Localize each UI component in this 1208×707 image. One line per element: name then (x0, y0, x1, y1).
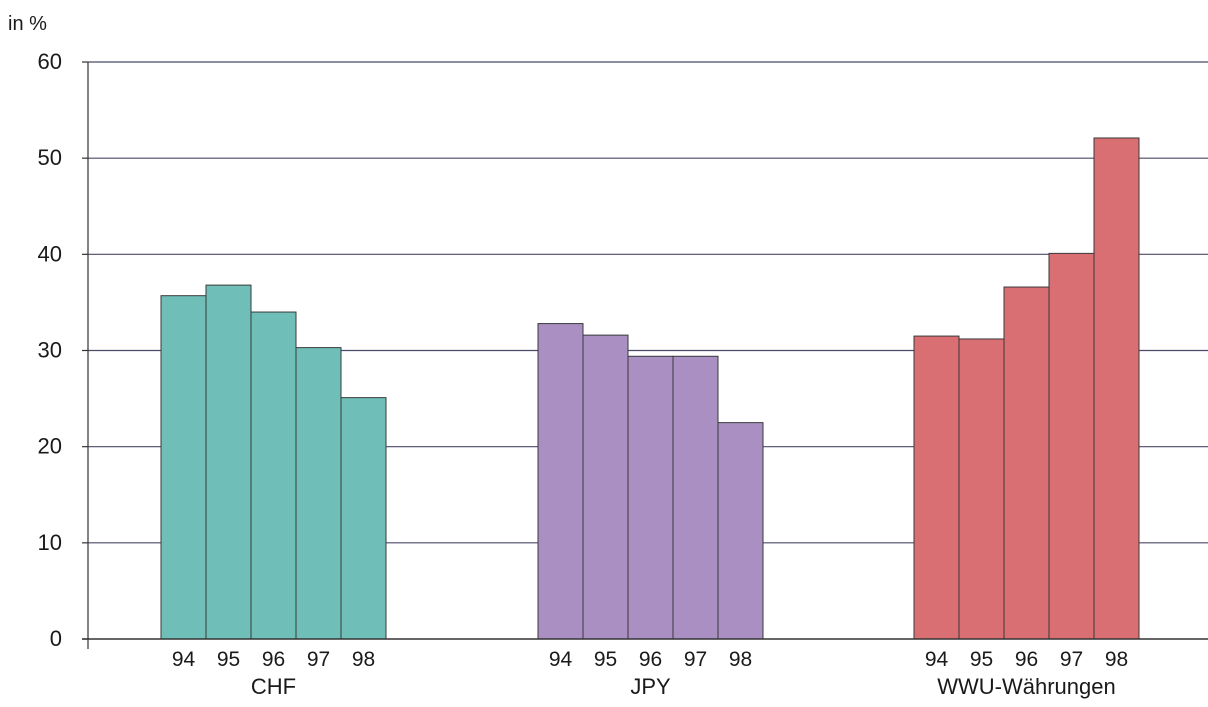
x-tick-label-jpy-97: 97 (684, 648, 707, 671)
x-tick-label-chf-96: 96 (262, 648, 285, 671)
bar-jpy-96 (627, 355, 674, 640)
bar-chf-94 (160, 295, 207, 640)
group-label-chf: CHF (251, 674, 296, 699)
x-tick-label-jpy-98: 98 (729, 648, 752, 671)
y-tick-label-20: 20 (38, 434, 62, 459)
bar-wwu-w-hrungen-95 (958, 338, 1005, 640)
bar-chf-98 (340, 397, 387, 640)
y-tick-label-60: 60 (38, 49, 62, 74)
bar-chf-96 (250, 311, 297, 640)
bar-wwu-w-hrungen-97 (1048, 252, 1095, 640)
x-tick-label-wwu-w-hrungen-95: 95 (970, 648, 993, 671)
x-tick-label-wwu-w-hrungen-96: 96 (1015, 648, 1038, 671)
bar-chf-97 (295, 347, 342, 640)
y-tick-label-50: 50 (38, 145, 62, 170)
y-tick-labels: 0 10 20 30 40 50 60 (38, 49, 62, 651)
x-tick-label-chf-95: 95 (217, 648, 240, 671)
bars (160, 137, 1140, 640)
bar-jpy-95 (582, 334, 629, 640)
y-tick-label-30: 30 (38, 338, 62, 363)
bar-wwu-w-hrungen-98 (1093, 137, 1140, 640)
bar-jpy-94 (537, 323, 584, 640)
group-label-wwu-w-hrungen: WWU-Währungen (937, 674, 1115, 699)
x-tick-label-wwu-w-hrungen-98: 98 (1105, 648, 1128, 671)
y-axis-label: in % (8, 13, 47, 35)
x-tick-label-jpy-94: 94 (549, 648, 573, 671)
x-tick-label-wwu-w-hrungen-94: 94 (925, 648, 949, 671)
bar-jpy-98 (717, 422, 764, 640)
bar-wwu-w-hrungen-96 (1003, 286, 1050, 640)
group-label-jpy: JPY (630, 674, 671, 699)
y-tick-label-0: 0 (50, 626, 62, 651)
x-tick-label-chf-97: 97 (307, 648, 330, 671)
x-tick-label-chf-98: 98 (352, 648, 375, 671)
x-tick-label-jpy-95: 95 (594, 648, 617, 671)
axes (82, 61, 1208, 649)
x-tick-labels: 94 95 96 97 98 CHF 94 95 96 97 98 JPY 94 95 96 97 98 WWU-… (172, 648, 1128, 699)
x-tick-label-wwu-w-hrungen-97: 97 (1060, 648, 1083, 671)
x-tick-label-jpy-96: 96 (639, 648, 662, 671)
bar-wwu-w-hrungen-94 (913, 335, 960, 640)
y-tick-label-40: 40 (38, 241, 62, 266)
x-tick-label-chf-94: 94 (172, 648, 196, 671)
bar-jpy-97 (672, 355, 719, 640)
y-tick-label-10: 10 (38, 530, 62, 555)
bar-chf-95 (205, 284, 252, 640)
